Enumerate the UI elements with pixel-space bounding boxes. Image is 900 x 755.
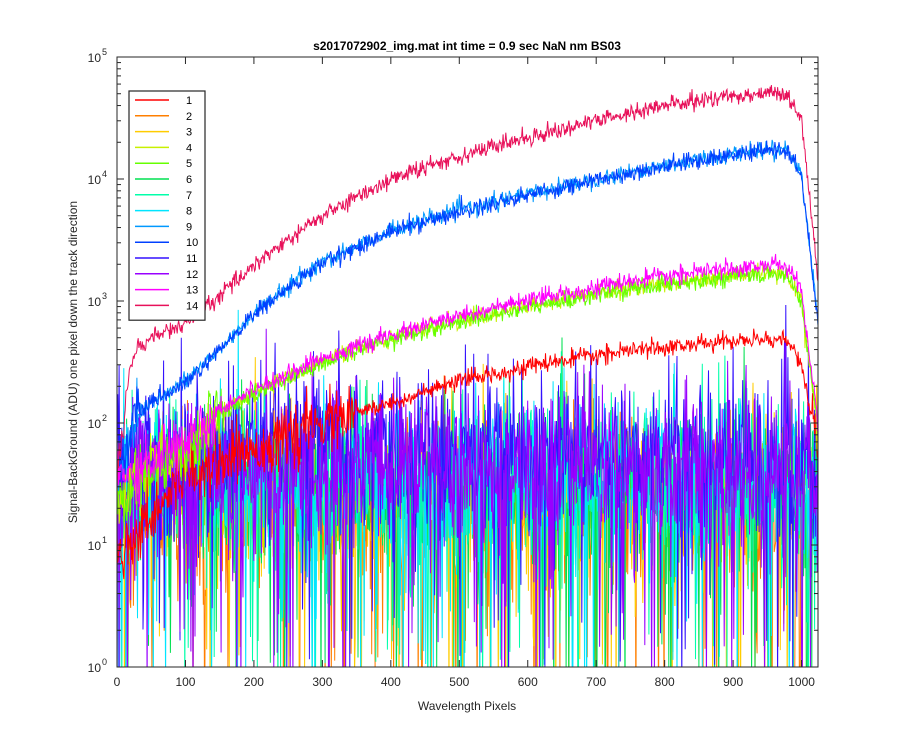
x-tick-label: 900	[723, 675, 743, 689]
legend-entry-7[interactable]: 7	[135, 190, 192, 202]
y-tick-label: 10	[88, 417, 102, 431]
legend-entry-3[interactable]: 3	[135, 127, 192, 139]
series-line-1	[117, 328, 818, 580]
y-tick-label: 10	[88, 661, 102, 675]
x-axis: 0 100 200 300 400 500 600 700 800 900 1000	[114, 57, 815, 689]
legend-label: 11	[186, 253, 197, 265]
series-line-13	[117, 253, 818, 507]
legend-entry-13[interactable]: 13	[135, 285, 198, 297]
x-tick-label: 200	[244, 675, 264, 689]
legend-label: 8	[186, 206, 192, 218]
legend-label: 14	[186, 300, 198, 312]
x-tick-label: 1000	[788, 675, 815, 689]
legend-label: 2	[186, 111, 192, 123]
legend-box	[128, 90, 206, 321]
x-tick-label: 300	[312, 675, 332, 689]
legend-label: 3	[186, 127, 192, 139]
series-line-10	[117, 140, 818, 483]
x-tick-label: 400	[381, 675, 401, 689]
legend-label: 13	[186, 285, 198, 297]
legend-entry-6[interactable]: 6	[135, 174, 192, 186]
legend-entry-8[interactable]: 8	[135, 206, 192, 218]
legend-entry-5[interactable]: 5	[135, 158, 192, 170]
legend-entry-9[interactable]: 9	[135, 221, 192, 233]
y-tick-label: 10	[88, 295, 102, 309]
legend-label: 1	[186, 95, 192, 107]
y-axis-label: Signal-BackGround (ADU) one pixel down t…	[66, 201, 80, 523]
y-tick-exponent: 5	[102, 47, 107, 57]
series-layer	[117, 84, 818, 667]
series-line-12	[117, 328, 818, 667]
x-axis-label: Wavelength Pixels	[418, 699, 516, 713]
legend-label: 4	[186, 142, 192, 154]
plot-frame	[116, 56, 819, 668]
series-line-5	[117, 263, 818, 523]
legend-label: 12	[186, 269, 198, 281]
legend-label: 9	[186, 221, 192, 233]
legend-entry-4[interactable]: 4	[135, 142, 192, 154]
legend-entry-14[interactable]: 14	[135, 300, 198, 312]
chart-title: s2017072902_img.mat int time = 0.9 sec N…	[313, 39, 621, 53]
y-tick-exponent: 4	[102, 169, 107, 179]
legend-entry-12[interactable]: 12	[135, 269, 198, 281]
legend-entry-1[interactable]: 1	[135, 95, 192, 107]
x-tick-label: 100	[175, 675, 195, 689]
series-line-4	[117, 262, 818, 524]
x-tick-label: 0	[114, 675, 121, 689]
legend-entry-10[interactable]: 10	[135, 237, 198, 249]
x-tick-label: 700	[586, 675, 606, 689]
y-tick-exponent: 0	[102, 657, 107, 667]
x-tick-label: 500	[449, 675, 469, 689]
y-tick-exponent: 2	[102, 413, 107, 423]
legend-entry-2[interactable]: 2	[135, 111, 192, 123]
series-line-14	[117, 84, 818, 492]
legend-entry-11[interactable]: 11	[135, 253, 197, 265]
y-tick-exponent: 1	[102, 535, 107, 545]
x-tick-label: 800	[655, 675, 675, 689]
y-tick-label: 10	[88, 173, 102, 187]
x-tick-label: 600	[518, 675, 538, 689]
legend-label: 10	[186, 237, 198, 249]
y-tick-label: 10	[88, 539, 102, 553]
y-tick-exponent: 3	[102, 291, 107, 301]
legend-label: 5	[186, 158, 192, 170]
y-tick-label: 10	[88, 51, 102, 65]
legend-label: 7	[186, 190, 192, 202]
legend-label: 6	[186, 174, 192, 186]
